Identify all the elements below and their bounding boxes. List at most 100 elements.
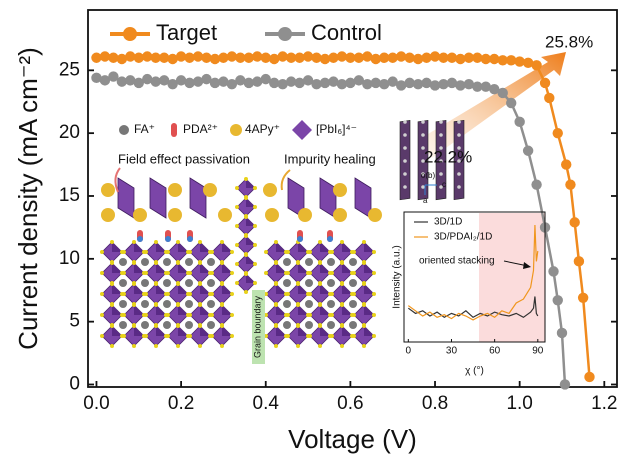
- iodide: [372, 250, 376, 254]
- iodide: [253, 186, 257, 190]
- iodide: [166, 271, 170, 275]
- iodide: [253, 224, 257, 228]
- y-tick-label: 0: [69, 374, 80, 395]
- schematic-legend-label: 4APy⁺: [245, 122, 280, 136]
- iodide: [274, 324, 278, 328]
- iodide: [352, 334, 356, 338]
- fa-cation: [119, 258, 127, 266]
- iodide: [318, 303, 322, 307]
- schematic: FA⁺PDA²⁺4APy⁺[PbI₆]⁴⁻Field effect passiv…: [100, 120, 382, 364]
- iodide: [253, 262, 257, 266]
- annotation: 25.8%: [545, 32, 593, 51]
- iodide: [274, 344, 278, 348]
- fa-cation: [185, 321, 193, 329]
- fa-cation: [305, 279, 313, 287]
- fa-cation: [141, 300, 149, 308]
- series-marker: [553, 128, 563, 138]
- iodide: [154, 344, 158, 348]
- schematic-label: Impurity healing: [284, 151, 376, 166]
- crystal-atom: [403, 172, 407, 176]
- iodide: [372, 271, 376, 275]
- iodide: [132, 240, 136, 244]
- iodide: [220, 324, 224, 328]
- iodide: [230, 313, 234, 317]
- iodide: [220, 303, 224, 307]
- iodide: [274, 282, 278, 286]
- iodide: [220, 261, 224, 265]
- fa-cation: [283, 300, 291, 308]
- crystal-atom: [403, 185, 407, 189]
- iodide: [122, 292, 126, 296]
- series-marker: [540, 78, 550, 88]
- 4apy-cation: [133, 208, 147, 222]
- iodide: [352, 313, 356, 317]
- crystal-atom: [439, 133, 443, 137]
- iodide: [308, 271, 312, 275]
- fa-cation: [119, 300, 127, 308]
- pda-cation-end: [165, 236, 171, 242]
- iodide: [144, 271, 148, 275]
- pda-cation-end: [297, 236, 303, 242]
- iodide: [253, 243, 257, 247]
- iodide: [198, 282, 202, 286]
- iodide: [330, 250, 334, 254]
- fa-cation: [163, 279, 171, 287]
- schematic-legend-label: [PbI₆]⁴⁻: [316, 122, 357, 136]
- iodide: [352, 271, 356, 275]
- series-marker: [560, 379, 570, 389]
- legend-label: 3D/1D: [434, 217, 462, 228]
- iodide: [132, 261, 136, 265]
- fa-cation: [141, 321, 149, 329]
- series-marker: [569, 217, 579, 227]
- iodide: [340, 282, 344, 286]
- octahedron-face: [364, 326, 374, 336]
- axis-name: o(b): [421, 171, 436, 180]
- fa-cation: [283, 279, 291, 287]
- iodide: [110, 261, 114, 265]
- iodide: [188, 334, 192, 338]
- iodide: [100, 313, 104, 317]
- iodide: [154, 282, 158, 286]
- iodide: [286, 292, 290, 296]
- octahedron-face: [364, 305, 374, 315]
- iodide: [264, 250, 268, 254]
- series-marker: [531, 60, 541, 70]
- iodide: [235, 205, 239, 209]
- iodide: [318, 240, 322, 244]
- pbi-chain: [190, 178, 206, 218]
- crystal-atom: [403, 133, 407, 137]
- iodide: [132, 324, 136, 328]
- iodide: [286, 334, 290, 338]
- fa-cation: [185, 279, 193, 287]
- iodide: [330, 271, 334, 275]
- iodide: [308, 250, 312, 254]
- y-tick-label: 5: [69, 311, 80, 332]
- iodide: [286, 250, 290, 254]
- y-tick-label: 25: [59, 59, 80, 80]
- iodide: [210, 250, 214, 254]
- 4apy-cation: [101, 183, 115, 197]
- iodide: [340, 344, 344, 348]
- iodide: [244, 177, 248, 181]
- iodide: [230, 271, 234, 275]
- schematic-legend-label: PDA²⁺: [183, 122, 218, 136]
- iodide: [100, 292, 104, 296]
- legend-label: 3D/PDAI₂/1D: [434, 232, 492, 243]
- octahedron-face: [276, 242, 286, 252]
- iodide: [210, 313, 214, 317]
- fa-cation: [207, 279, 215, 287]
- iodide: [318, 282, 322, 286]
- octahedron-face: [156, 242, 166, 252]
- iodide: [230, 250, 234, 254]
- iodide: [230, 334, 234, 338]
- iodide: [253, 205, 257, 209]
- iodide: [154, 303, 158, 307]
- fa-cation: [327, 258, 335, 266]
- fa-cation: [305, 300, 313, 308]
- iodide: [110, 240, 114, 244]
- octahedron-face: [222, 305, 232, 315]
- pbi-chain: [150, 178, 166, 218]
- octahedron-face: [364, 263, 374, 273]
- iodide: [132, 282, 136, 286]
- crystal-atom: [403, 120, 407, 124]
